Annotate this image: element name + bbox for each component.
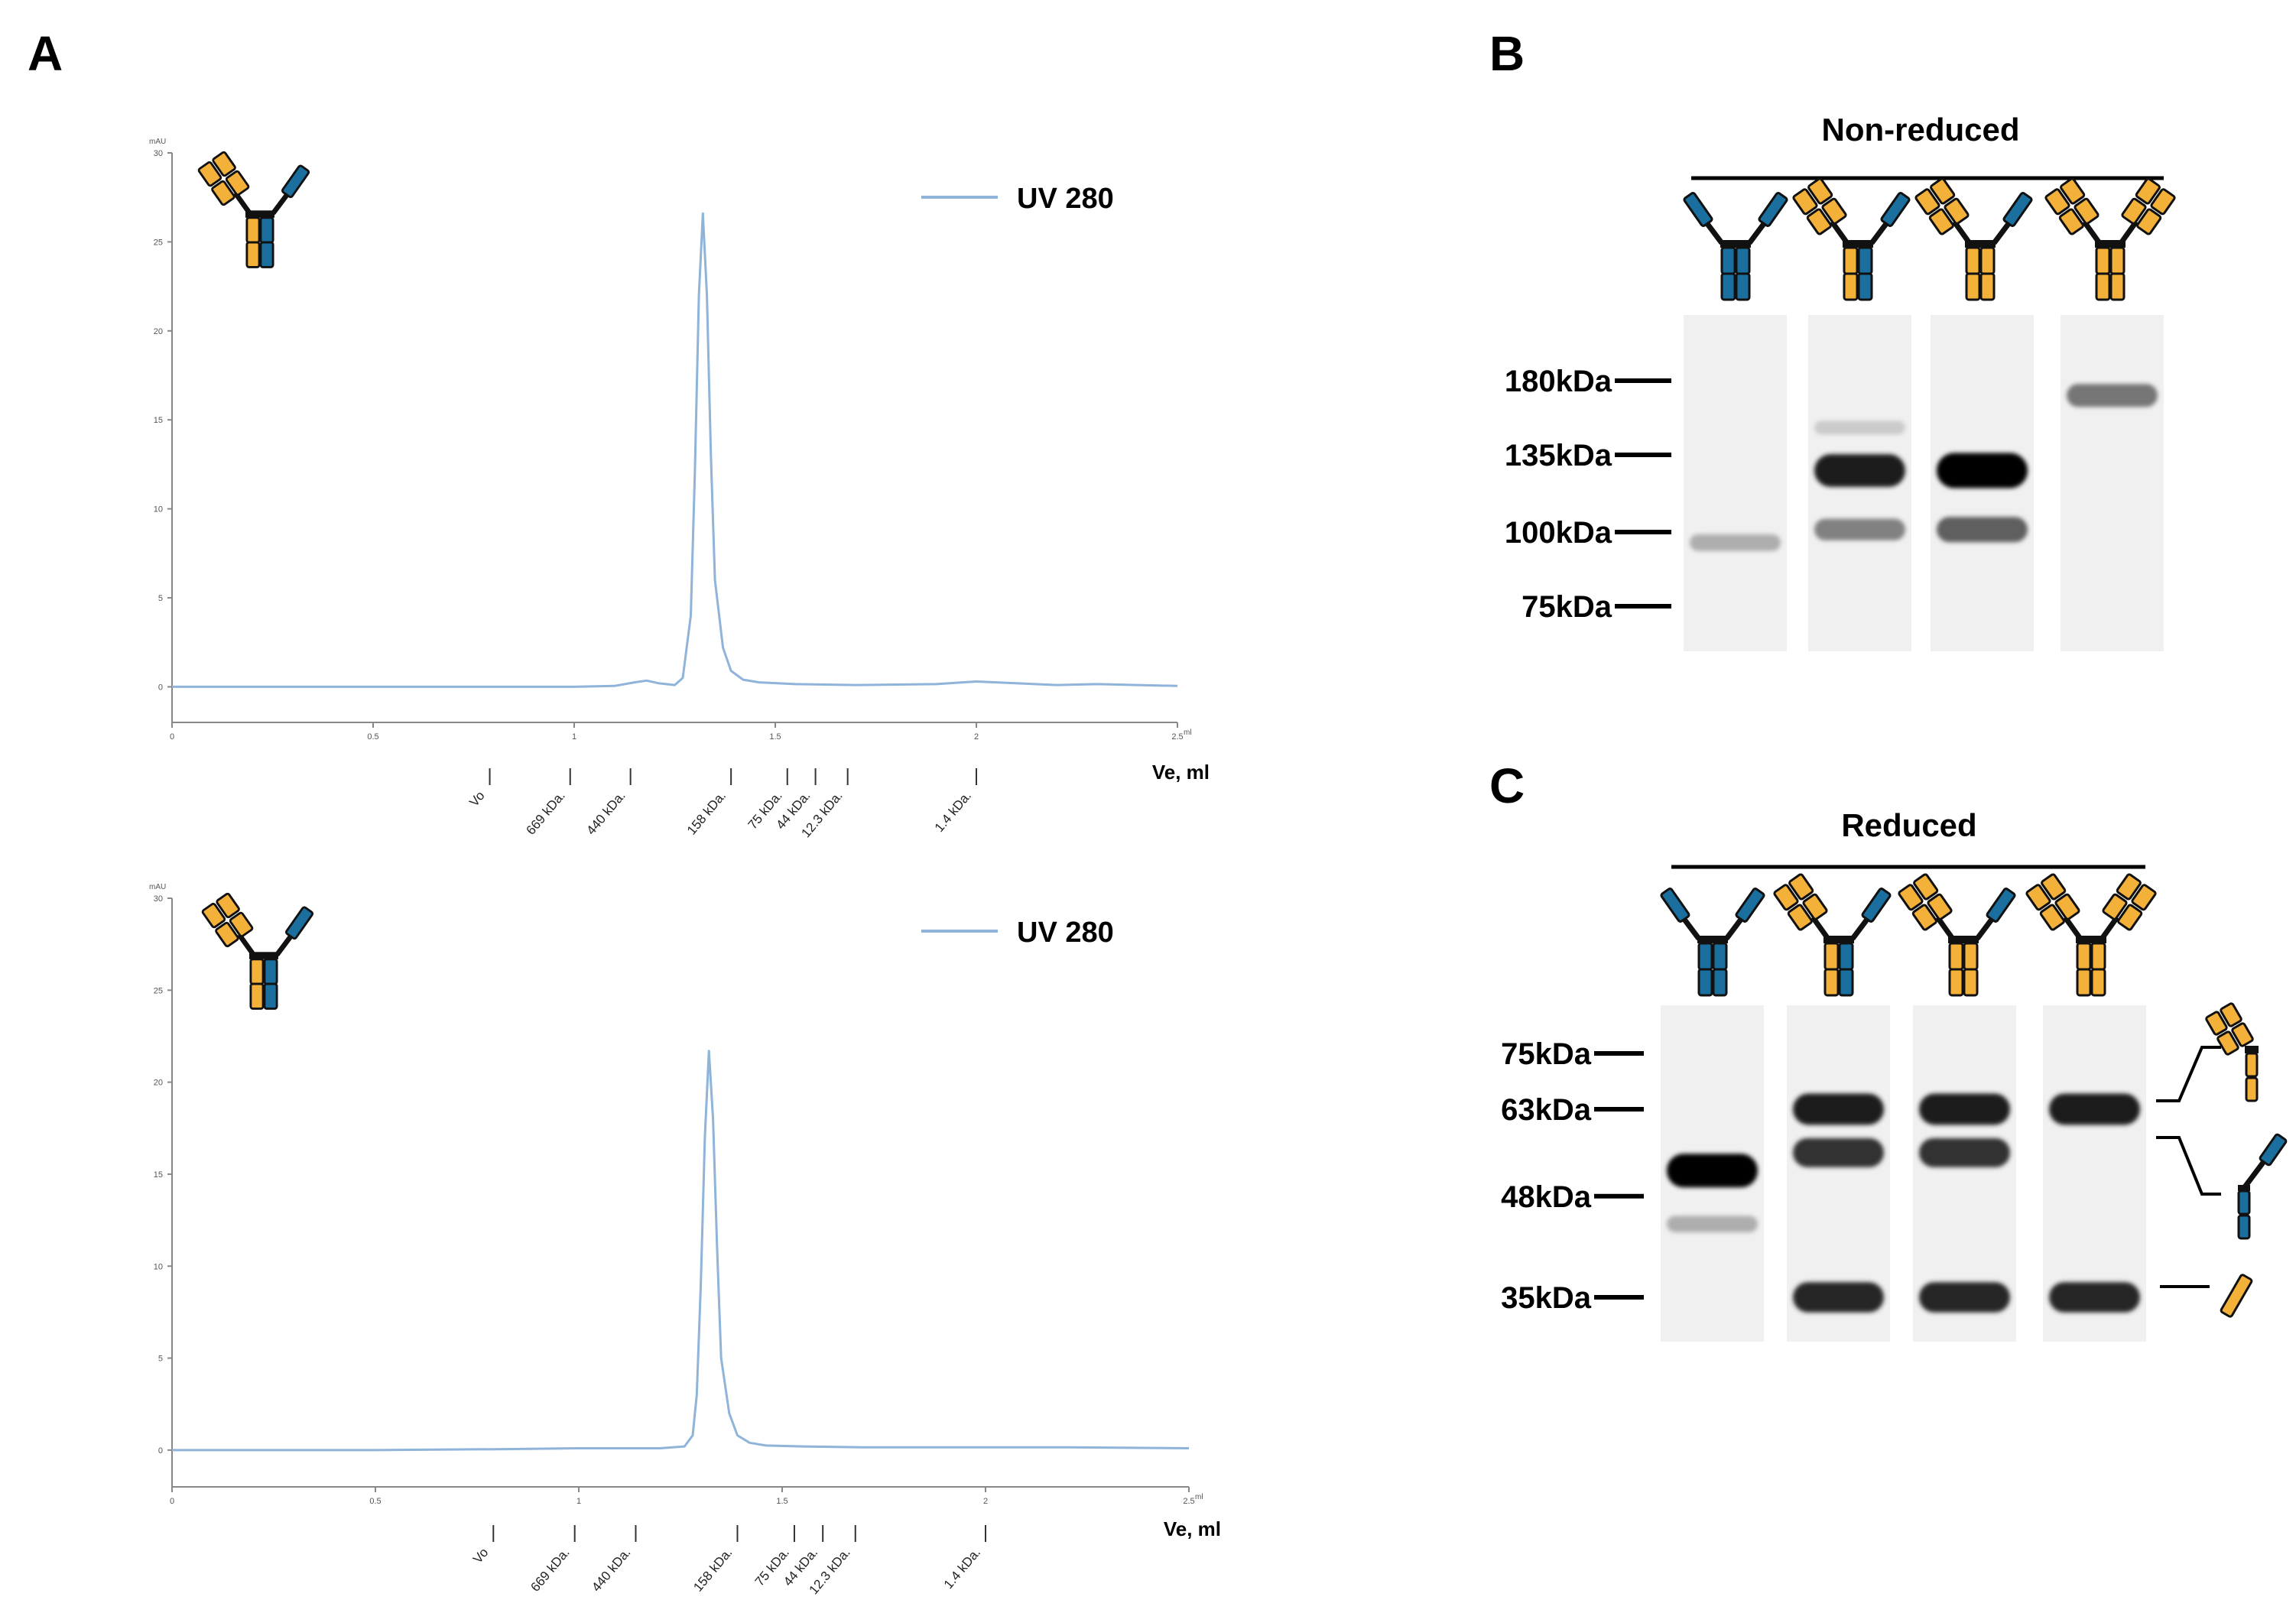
- x-unit-label: ml: [1195, 1493, 1203, 1501]
- y-tick-label: 10: [154, 505, 163, 514]
- construct-blue-icon: [1661, 888, 1765, 995]
- calibration-marker-label: 158 kDa.: [684, 788, 729, 837]
- y-tick-label: 20: [154, 1079, 163, 1088]
- construct-orange-left-icon: [202, 893, 313, 1008]
- legend-label: UV 280: [1017, 917, 1114, 949]
- ladder-label: 63kDa: [1501, 1093, 1592, 1127]
- calibration-marker-label: 1.4 kDa.: [932, 788, 974, 835]
- light-chain-icon: [2219, 1273, 2254, 1319]
- y-axis-label: mAU: [149, 883, 166, 891]
- uv280-trace: [172, 1050, 1190, 1452]
- heavy-chain-blue-icon: [2238, 1134, 2287, 1238]
- y-tick-label: 25: [154, 238, 163, 247]
- gel-band: [1814, 454, 1905, 487]
- ladder-label: 35kDa: [1501, 1281, 1592, 1315]
- y-tick-label: 20: [154, 327, 163, 336]
- calibration-marker-label: 669 kDa.: [528, 1545, 572, 1594]
- y-tick-label: 10: [154, 1262, 163, 1271]
- x-tick-label: 1: [576, 1497, 581, 1506]
- y-tick-label: 25: [154, 986, 163, 995]
- y-axis-label: mAU: [149, 138, 166, 146]
- construct-orange-left-all-icon: [1898, 874, 2015, 995]
- chromatogram-top: 0 5 10 15 20 25 30 mAU 0 0.5 1 1.5 2 2.5 ml UV 280 Vo 669…: [149, 138, 1210, 840]
- y-tick-label: 5: [158, 1355, 163, 1364]
- x-axis-label: Ve, ml: [1152, 761, 1210, 784]
- heavy-chain-fab-fusion-icon: [2204, 1001, 2260, 1102]
- y-tick-label: 30: [154, 894, 163, 904]
- chromatogram-bottom: 0 5 10 15 20 25 30 mAU 0 0.5 1 1.5 2 2.5 ml UV 280 Vo 669…: [149, 883, 1221, 1597]
- calibration-marker-label: 158 kDa.: [690, 1545, 735, 1594]
- gel-band: [1793, 1138, 1884, 1167]
- side-annotation-heavy-fusion: [2156, 1001, 2260, 1102]
- gel-band: [1919, 1282, 2010, 1313]
- legend-label: UV 280: [1017, 183, 1114, 215]
- y-tick-label: 15: [154, 416, 163, 425]
- panel-label-b: B: [1489, 26, 1525, 81]
- uv280-trace: [172, 212, 1178, 688]
- construct-orange-left-all-icon: [1915, 178, 2032, 300]
- construct-orange-left-icon: [1793, 178, 1910, 300]
- gel-band: [1667, 1154, 1758, 1188]
- gel-band: [1814, 420, 1905, 435]
- calibration-marker-label: Vo: [466, 788, 487, 809]
- gel-nonreduced-title: Non-reduced: [1821, 112, 2019, 148]
- x-tick-label: 1.5: [776, 1497, 788, 1506]
- gel-band: [1793, 1282, 1884, 1313]
- x-tick-label: 0: [170, 732, 174, 742]
- x-tick-label: 2.5: [1183, 1497, 1194, 1506]
- x-tick-label: 1.5: [769, 732, 781, 742]
- x-tick-label: 2.5: [1171, 732, 1183, 742]
- panel-label-a: A: [28, 26, 63, 81]
- side-annotation-light: [2160, 1273, 2254, 1319]
- ladder-label: 48kDa: [1501, 1180, 1592, 1214]
- gel-band: [1937, 453, 2028, 488]
- construct-orange-left-icon: [198, 151, 310, 267]
- calibration-marker-label: 440 kDa.: [583, 788, 628, 837]
- side-annotation-heavy-blue: [2156, 1134, 2287, 1238]
- y-tick-label: 30: [154, 149, 163, 158]
- gel-lane: [2061, 315, 2164, 651]
- ladder-label: 135kDa: [1505, 439, 1612, 472]
- gel-lane: [1684, 315, 1787, 651]
- y-tick-label: 5: [158, 594, 163, 603]
- x-tick-label: 1: [572, 732, 576, 742]
- x-tick-label: 0.5: [369, 1497, 381, 1506]
- gel-band: [1937, 517, 2028, 543]
- calibration-marker-label: 1.4 kDa.: [941, 1545, 983, 1592]
- construct-blue-icon: [1684, 192, 1788, 300]
- ladder-label: 180kDa: [1505, 365, 1612, 398]
- construct-orange-both-icon: [2045, 178, 2175, 300]
- x-tick-label: 0: [170, 1497, 174, 1506]
- ladder-label: 100kDa: [1505, 516, 1612, 550]
- gel-band: [1793, 1093, 1884, 1125]
- ladder-label: 75kDa: [1501, 1037, 1592, 1071]
- x-tick-label: 0.5: [367, 732, 378, 742]
- y-tick-label: 15: [154, 1170, 163, 1180]
- ladder-label: 75kDa: [1521, 590, 1612, 624]
- gel-band: [1667, 1215, 1758, 1232]
- gel-band: [2049, 1282, 2140, 1313]
- construct-orange-both-icon: [2026, 874, 2156, 995]
- calibration-marker-label: 669 kDa.: [524, 788, 568, 837]
- gel-band: [2067, 384, 2158, 407]
- gel-nonreduced: Non-reduced 180kDa 135kDa 100kDa 75kDa: [1505, 112, 2175, 651]
- gel-band: [1690, 534, 1781, 551]
- x-axis-label: Ve, ml: [1164, 1517, 1221, 1540]
- construct-orange-left-icon: [1774, 874, 1891, 995]
- calibration-marker-label: 440 kDa.: [589, 1545, 633, 1594]
- gel-reduced: Reduced 75kDa 63kDa 48kDa 35kDa: [1501, 807, 2287, 1342]
- gel-band: [1814, 518, 1905, 540]
- calibration-marker-label: Vo: [470, 1545, 491, 1566]
- y-tick-label: 0: [158, 683, 163, 692]
- x-tick-label: 2: [983, 1497, 988, 1506]
- panel-label-c: C: [1489, 758, 1525, 813]
- gel-band: [1919, 1138, 2010, 1167]
- gel-reduced-title: Reduced: [1841, 807, 1976, 843]
- y-tick-label: 0: [158, 1446, 163, 1456]
- x-unit-label: ml: [1184, 729, 1192, 737]
- gel-band: [2049, 1093, 2140, 1125]
- x-tick-label: 2: [974, 732, 979, 742]
- gel-band: [1919, 1093, 2010, 1125]
